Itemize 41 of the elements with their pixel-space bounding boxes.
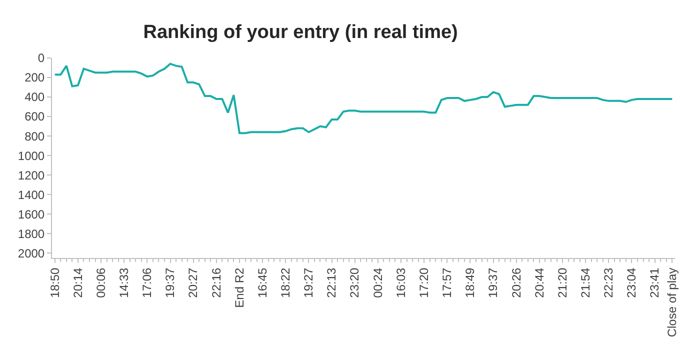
y-tick-label: 2000 [18, 246, 45, 260]
x-tick-label: 21:54 [578, 267, 592, 298]
x-tick-label: 19:37 [486, 267, 500, 298]
x-tick-label: 18:50 [48, 267, 62, 298]
x-tick-label: 14:33 [117, 267, 132, 298]
x-tick-label: 17:06 [140, 267, 154, 298]
x-tick-label: 00:06 [94, 267, 108, 298]
x-tick-label: 17:57 [440, 267, 454, 298]
x-tick-label: 22:16 [209, 267, 224, 298]
x-tick-label: 20:26 [509, 267, 524, 298]
y-tick-label: 200 [24, 70, 45, 85]
x-tick-label: 16:03 [394, 267, 408, 298]
y-tick-label: 1200 [18, 168, 45, 182]
x-tick-label: 16:45 [255, 267, 270, 298]
x-tick-label: 20:44 [532, 267, 546, 298]
y-tick-label: 1800 [18, 226, 45, 241]
y-tick-label: 800 [24, 129, 45, 144]
y-tick-label: 1000 [18, 148, 45, 163]
x-tick-label: 23:04 [624, 267, 639, 298]
x-tick-label: 21:20 [555, 267, 570, 298]
x-tick-label: 22:13 [324, 267, 339, 298]
x-tick-label: 17:20 [416, 267, 431, 298]
x-tick-label: Close of play [665, 268, 680, 338]
x-tick-label: 00:24 [370, 267, 385, 298]
y-tick-label: 400 [24, 90, 45, 104]
y-tick-label: 0 [38, 51, 45, 66]
x-tick-label: 22:23 [602, 267, 616, 298]
x-tick-label: 20:14 [70, 267, 85, 298]
line-series [54, 62, 674, 134]
chart-title: Ranking of your entry (in real time) [143, 22, 458, 43]
x-tick-label: End R2 [232, 267, 246, 308]
x-tick-label: 23:41 [648, 267, 662, 298]
x-tick-label: 18:49 [463, 267, 478, 298]
x-tick-label: 19:27 [302, 267, 316, 298]
x-tick-label: 20:27 [186, 267, 200, 298]
y-tick-label: 1600 [18, 207, 45, 222]
y-tick-label: 1400 [18, 188, 45, 202]
x-tick-label: 23:20 [348, 267, 362, 298]
x-tick-label: 19:37 [163, 267, 178, 298]
x-tick-label: 18:22 [278, 267, 293, 298]
y-tick-label: 600 [24, 110, 45, 124]
